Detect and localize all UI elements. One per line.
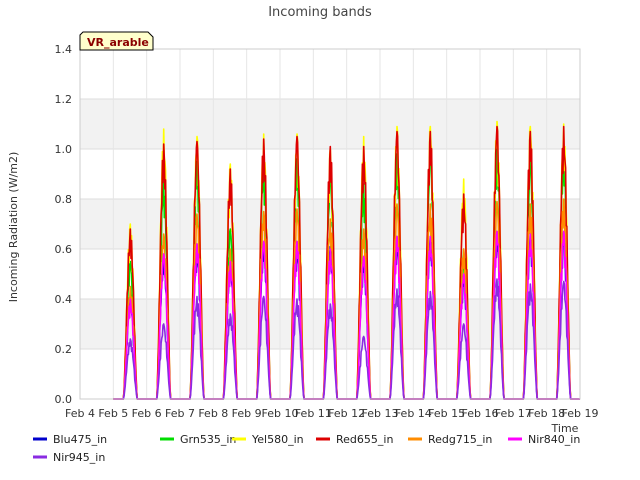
site-label-shape [79,31,154,51]
x-tick-label: Feb 10 [262,407,299,420]
site-label-box: VR_arable [79,31,154,51]
x-tick-label: Feb 15 [428,407,465,420]
y-tick-label: 1.4 [55,43,73,56]
axes [79,48,581,400]
y-ticks: 0.0 0.2 0.4 0.6 0.8 1.0 1.2 1.4 [55,43,73,406]
x-tick-label: Feb 9 [232,407,262,420]
legend-item-Nir840_in: Nir840_in [508,433,580,446]
site-label: VR_arable [87,36,149,49]
legend-label: Grn535_in [180,433,236,446]
legend-label: Nir840_in [528,433,580,446]
legend-item-Grn535_in: Grn535_in [160,433,236,446]
legend-label: Yel580_in [251,433,304,446]
legend-label: Redg715_in [428,433,492,446]
x-tick-label: Feb 14 [395,407,432,420]
legend-item-Yel580_in: Yel580_in [232,433,304,446]
legend: Blu475_in Grn535_in Yel580_in Red655_in Redg… [33,433,580,464]
y-tick-label: 1.0 [55,143,73,156]
legend-label: Nir945_in [53,451,105,464]
y-tick-label: 0.0 [55,393,73,406]
band [80,99,580,149]
x-tick-label: Feb 17 [495,407,532,420]
x-tick-label: Feb 12 [328,407,365,420]
legend-label: Red655_in [336,433,393,446]
x-tick-label: Feb 16 [462,407,499,420]
y-tick-label: 0.8 [55,193,73,206]
chart-title: Incoming bands [268,5,372,20]
legend-item-Redg715_in: Redg715_in [408,433,492,446]
x-tick-label: Feb 8 [198,407,228,420]
x-tick-label: Feb 11 [295,407,332,420]
x-tick-label: Feb 6 [132,407,162,420]
y-tick-label: 0.6 [55,243,73,256]
legend-item-Red655_in: Red655_in [316,433,393,446]
legend-label: Blu475_in [53,433,107,446]
x-tick-label: Feb 4 [65,407,95,420]
legend-item-Nir945_in: Nir945_in [33,451,105,464]
plot-border [79,48,581,400]
x-tick-label: Feb 13 [362,407,399,420]
y-axis-title: Incoming Radiation (W/m2) [7,152,20,303]
x-ticks: Feb 4 Feb 5 Feb 6 Feb 7 Feb 8 Feb 9 Feb 10Feb … [65,407,598,420]
x-tick-label: Feb 19 [562,407,599,420]
legend-item-Blu475_in: Blu475_in [33,433,107,446]
y-tick-label: 0.4 [55,293,73,306]
y-tick-label: 1.2 [55,93,73,106]
x-axis-title: Time [551,422,579,435]
x-tick-label: Feb 7 [165,407,195,420]
x-tick-label: Feb 18 [528,407,565,420]
y-tick-label: 0.2 [55,343,73,356]
x-tick-label: Feb 5 [98,407,128,420]
